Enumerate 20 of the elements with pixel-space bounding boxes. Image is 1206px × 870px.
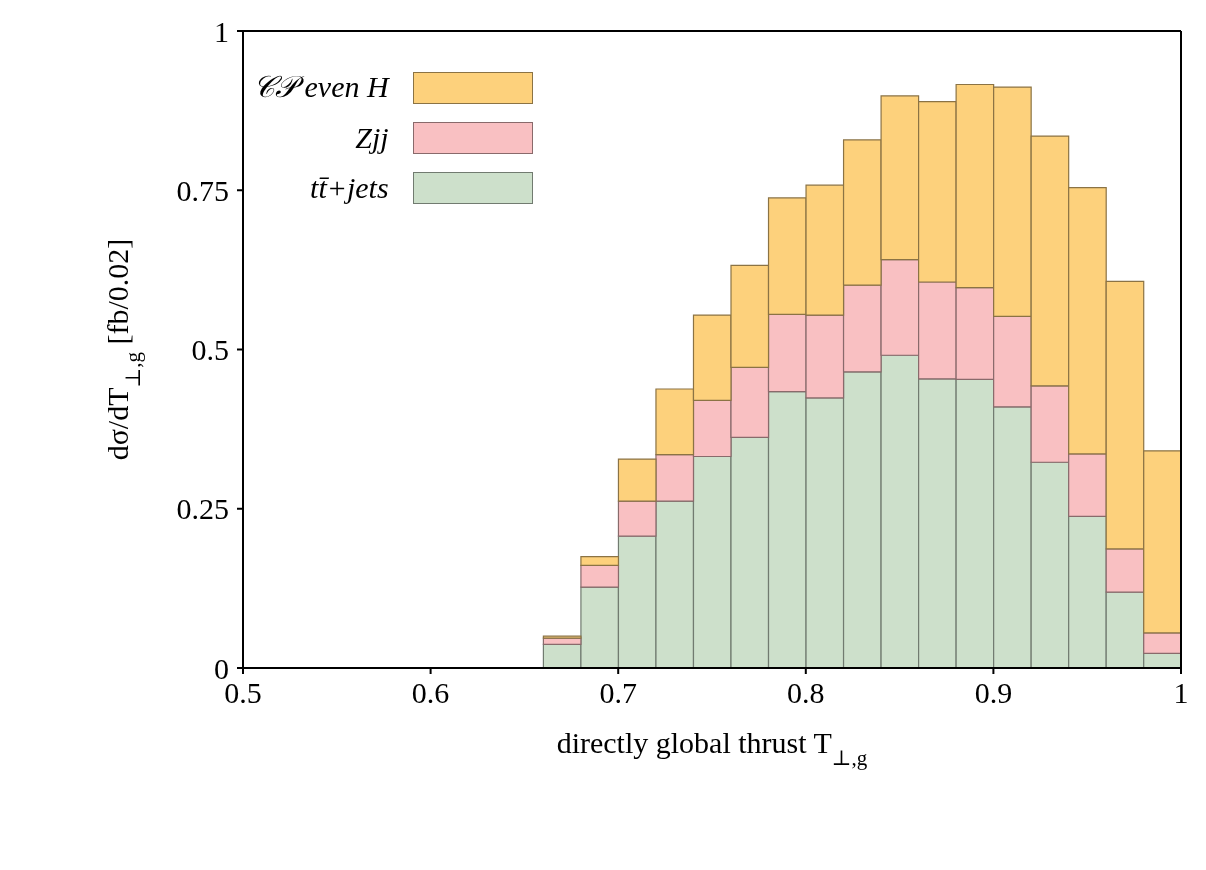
legend-label: Zjj (355, 121, 389, 155)
y-tick-label: 1 (214, 14, 229, 48)
bar (580, 555, 620, 567)
x-tick-label: 0.9 (974, 676, 1013, 710)
x-tick-label: 1 (1173, 676, 1189, 710)
bar (617, 458, 657, 502)
legend-label: 𝒞𝒫 even H (253, 70, 389, 105)
x-tick-label: 0.7 (599, 676, 637, 710)
bar (1105, 548, 1145, 593)
y-tick-label: 0.5 (191, 333, 229, 367)
legend-label: tt̄+jets (310, 171, 389, 205)
bar (617, 500, 657, 537)
bar (1143, 632, 1181, 654)
y-tick-label: 0 (214, 651, 229, 685)
x-tick-label: 0.6 (411, 676, 450, 710)
x-tick-label: 0.8 (787, 676, 825, 710)
x-axis-title: directly global thrust T$_{⊥,g}$ (556, 726, 868, 770)
bar (580, 564, 620, 588)
y-tick-label: 0.25 (176, 492, 229, 526)
y-tick-label: 0.75 (176, 173, 229, 207)
